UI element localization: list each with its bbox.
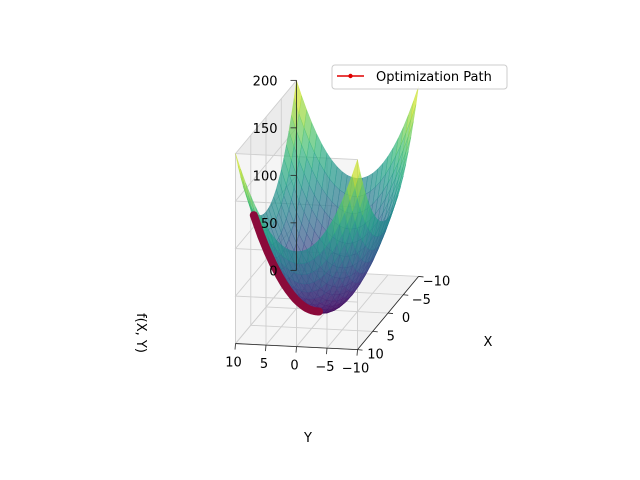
x-tick-label: 0 — [402, 311, 410, 326]
y-tick-label: 10 — [225, 356, 242, 371]
y-axis-label: Y — [303, 431, 312, 446]
y-tick-label: −5 — [315, 360, 334, 375]
y-tick-mark — [326, 348, 328, 355]
optimization-path-point — [276, 272, 282, 279]
optimization-path-point — [289, 292, 295, 298]
optimization-path-point — [285, 286, 292, 293]
x-axis-label: X — [484, 335, 493, 350]
legend-point-marker — [348, 73, 353, 79]
optimization-path-point — [316, 308, 322, 315]
optimization-path-point — [280, 280, 287, 287]
z-tick-label: 200 — [253, 74, 278, 89]
y-tick-label: 5 — [260, 357, 268, 372]
legend-label: Optimization Path — [376, 70, 492, 85]
surface-patch — [352, 158, 361, 188]
optimization-path-point — [250, 212, 257, 219]
x-tick-mark — [357, 349, 363, 351]
x-tick-label: 10 — [367, 348, 384, 363]
legend: Optimization Path — [331, 64, 508, 90]
z-axis-label: f(X, Y) — [133, 313, 148, 353]
x-tick-mark — [387, 312, 394, 314]
y-tick-mark — [356, 349, 358, 356]
z-tick-label: 0 — [269, 264, 277, 279]
x-tick-label: 5 — [387, 329, 395, 344]
y-tick-mark — [265, 345, 267, 352]
axis-lines — [234, 79, 424, 356]
x-tick-mark — [418, 276, 424, 278]
surface-patch — [410, 86, 419, 120]
x-tick-label: −10 — [423, 274, 450, 289]
optimization-path-series — [249, 211, 323, 316]
z-tick-label: 100 — [253, 169, 278, 184]
x-tick-mark — [372, 330, 378, 333]
y-tick-label: −10 — [342, 362, 369, 377]
z-tick-label: 150 — [253, 122, 278, 137]
optimization-path-point — [258, 232, 265, 239]
surface-plot — [235, 80, 419, 314]
x-tick-label: −5 — [412, 293, 431, 308]
y-tick-mark — [295, 346, 297, 353]
x-tick-mark — [403, 294, 409, 296]
optimization-path-point — [264, 249, 271, 255]
optimization-path-point — [270, 262, 277, 268]
y-axis-line — [235, 343, 358, 351]
y-tick-label: 0 — [290, 359, 298, 374]
y-tick-mark — [234, 343, 236, 350]
z-tick-label: 50 — [261, 217, 278, 232]
legend-box — [331, 64, 508, 90]
